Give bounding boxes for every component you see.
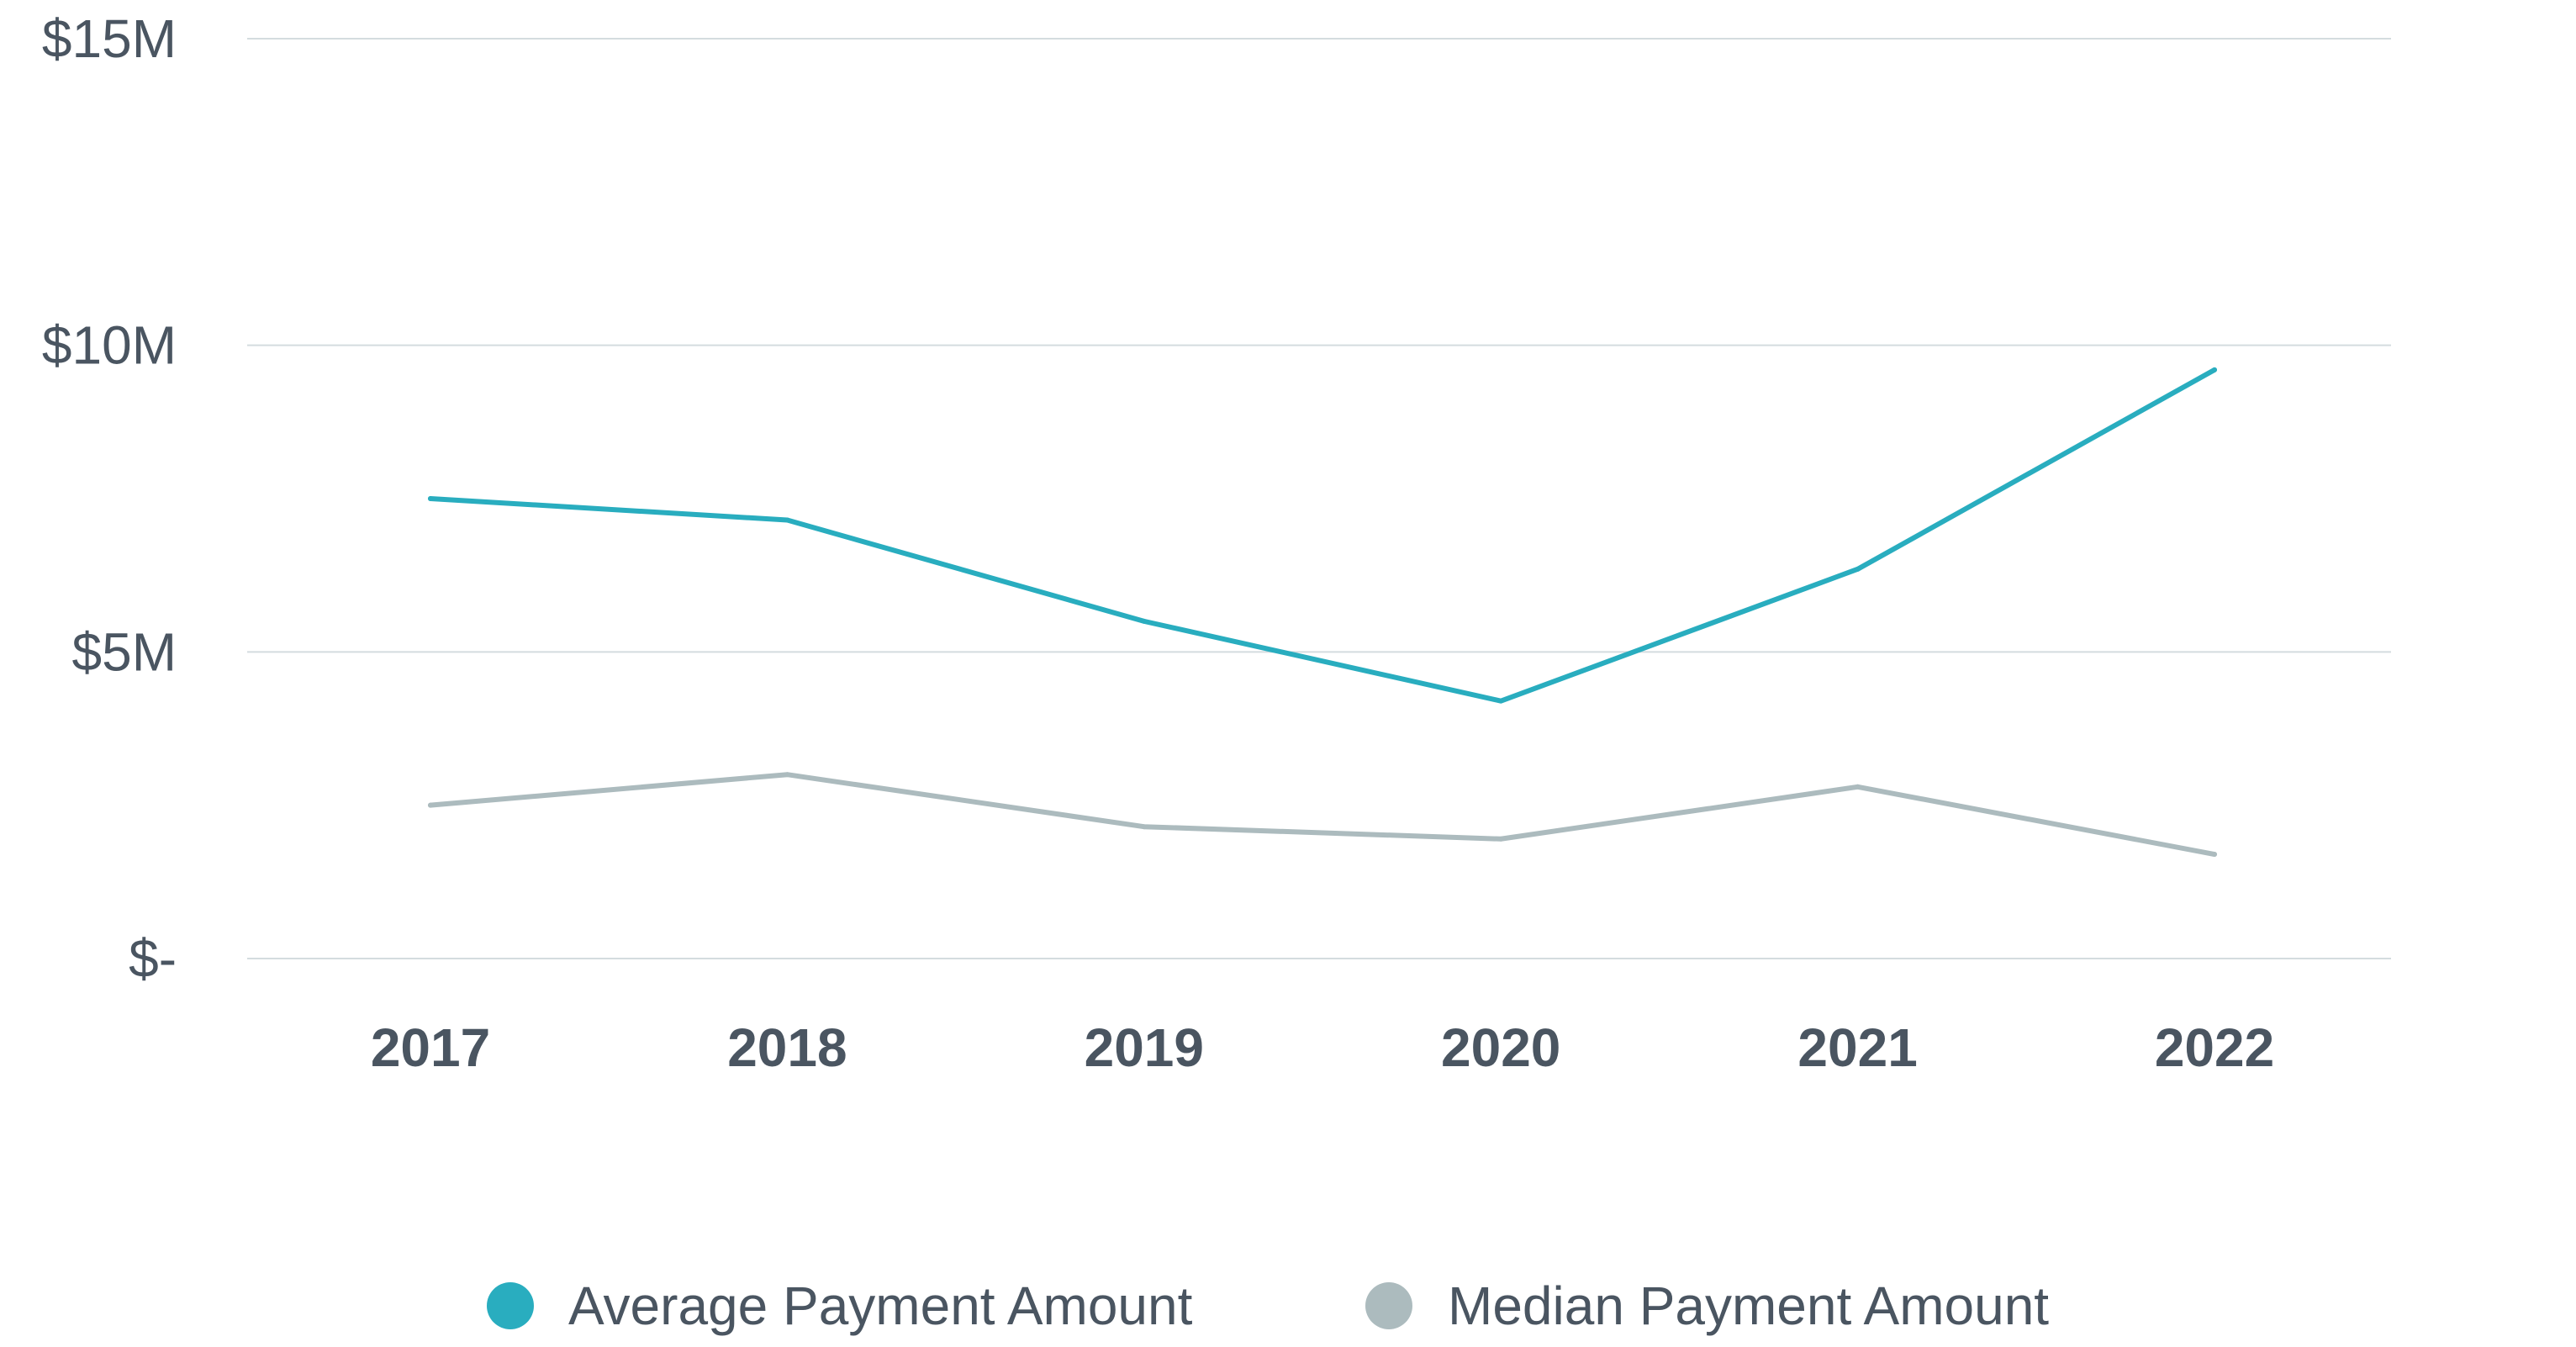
legend: Average Payment Amount Median Payment Amo… — [487, 1276, 2049, 1336]
data-point — [1855, 784, 1861, 790]
x-tick-label: 2021 — [1797, 1017, 1917, 1078]
legend-swatch — [487, 1282, 534, 1329]
data-point — [1498, 698, 1504, 704]
x-axis-ticks: 2017 2018 2019 2020 2021 2022 — [371, 1017, 2274, 1078]
x-tick-label: 2017 — [371, 1017, 490, 1078]
legend-swatch — [1365, 1282, 1412, 1329]
y-tick-label: $- — [129, 928, 177, 989]
series-lines — [428, 367, 2217, 858]
series-line-average — [428, 367, 2217, 704]
x-tick-label: 2020 — [1441, 1017, 1560, 1078]
data-point — [784, 517, 790, 523]
data-point — [1141, 824, 1147, 830]
y-tick-label: $10M — [42, 315, 177, 376]
data-point — [784, 772, 790, 778]
data-point — [2212, 852, 2217, 858]
legend-label: Median Payment Amount — [1448, 1276, 2049, 1336]
y-tick-label: $5M — [72, 621, 177, 682]
data-point — [1498, 836, 1504, 842]
gridlines — [247, 38, 2391, 959]
legend-item: Median Payment Amount — [1365, 1276, 2049, 1336]
x-tick-label: 2019 — [1085, 1017, 1204, 1078]
data-point — [428, 496, 433, 501]
legend-item: Average Payment Amount — [487, 1276, 1193, 1336]
legend-label: Average Payment Amount — [568, 1276, 1193, 1336]
y-axis-ticks: $- $5M $10M $15M — [42, 8, 177, 989]
data-point — [2212, 367, 2217, 372]
data-point — [428, 802, 433, 808]
data-point — [1855, 566, 1861, 572]
series-line-median — [428, 772, 2217, 858]
data-point — [1141, 618, 1147, 624]
x-tick-label: 2018 — [727, 1017, 847, 1078]
y-tick-label: $15M — [42, 8, 177, 69]
x-tick-label: 2022 — [2155, 1017, 2274, 1078]
